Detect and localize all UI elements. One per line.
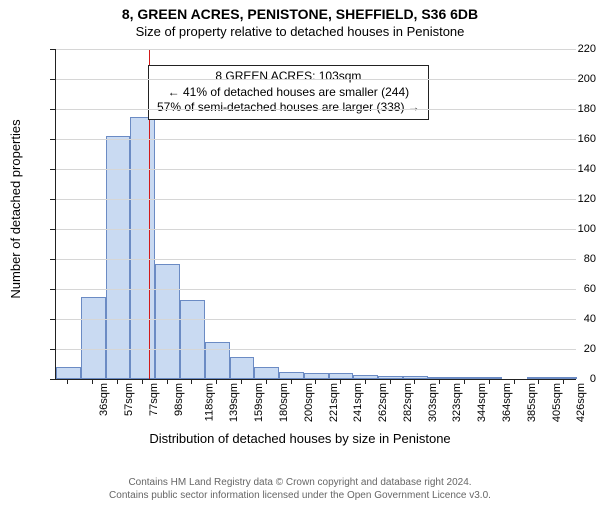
x-tick-label: 159sqm	[253, 383, 265, 422]
x-tick-label: 180sqm	[278, 383, 290, 422]
x-tick-label: 344sqm	[476, 383, 488, 422]
x-tick-label: 200sqm	[303, 383, 315, 422]
chart-container: Number of detached properties 8 GREEN AC…	[0, 39, 600, 449]
x-tick-label: 262sqm	[377, 383, 389, 422]
histogram-bar	[453, 377, 478, 379]
histogram-bar	[254, 367, 279, 379]
x-tick-label: 282sqm	[402, 383, 414, 422]
annotation-line-3: 57% of semi-detached houses are larger (…	[157, 100, 420, 116]
y-tick-label: 180	[546, 103, 596, 115]
annotation-line-1: 8 GREEN ACRES: 103sqm	[157, 69, 420, 85]
x-tick-label: 118sqm	[203, 383, 215, 421]
x-tick-label: 323sqm	[452, 383, 464, 422]
footer-line-2: Contains public sector information licen…	[0, 489, 600, 502]
x-tick-label: 221sqm	[328, 383, 340, 422]
histogram-bar	[205, 342, 230, 380]
y-tick-label: 20	[546, 343, 596, 355]
x-tick-label: 405sqm	[551, 383, 563, 422]
y-tick-label: 140	[546, 163, 596, 175]
footer-line-1: Contains HM Land Registry data © Crown c…	[0, 476, 600, 489]
x-tick-label: 426sqm	[576, 383, 588, 422]
histogram-bar	[130, 117, 155, 380]
y-tick-label: 40	[546, 313, 596, 325]
x-tick-label: 364sqm	[501, 383, 513, 422]
histogram-bar	[230, 357, 255, 380]
y-tick-label: 120	[546, 193, 596, 205]
histogram-bar	[477, 377, 502, 379]
histogram-bar	[279, 372, 304, 380]
histogram-bar	[304, 373, 329, 379]
y-tick-label: 160	[546, 133, 596, 145]
x-tick-label: 98sqm	[173, 383, 185, 416]
plot-area: 8 GREEN ACRES: 103sqm ← 41% of detached …	[55, 49, 576, 380]
y-tick-label: 200	[546, 73, 596, 85]
histogram-bar	[56, 367, 81, 379]
x-tick-label: 303sqm	[427, 383, 439, 422]
y-tick-label: 80	[546, 253, 596, 265]
histogram-bar	[106, 136, 131, 379]
histogram-bar	[329, 373, 354, 379]
histogram-bar	[403, 376, 428, 379]
y-tick-label: 220	[546, 43, 596, 55]
x-tick-label: 57sqm	[123, 383, 135, 416]
page-subtitle: Size of property relative to detached ho…	[0, 24, 600, 39]
footer: Contains HM Land Registry data © Crown c…	[0, 476, 600, 502]
y-tick-label: 100	[546, 223, 596, 235]
annotation-line-2: ← 41% of detached houses are smaller (24…	[157, 85, 420, 101]
x-tick-label: 36sqm	[98, 383, 110, 416]
histogram-bar	[180, 300, 205, 380]
page-title: 8, GREEN ACRES, PENISTONE, SHEFFIELD, S3…	[0, 6, 600, 22]
x-tick-label: 241sqm	[352, 383, 364, 422]
y-axis-label: Number of detached properties	[8, 119, 23, 298]
histogram-bar	[428, 377, 453, 379]
x-tick-label: 77sqm	[148, 383, 160, 416]
x-tick-label: 139sqm	[228, 383, 240, 422]
histogram-bar	[81, 297, 106, 380]
x-axis-label: Distribution of detached houses by size …	[0, 431, 600, 446]
histogram-bar	[353, 375, 378, 380]
x-tick-label: 385sqm	[526, 383, 538, 422]
histogram-bar	[155, 264, 180, 380]
annotation-box: 8 GREEN ACRES: 103sqm ← 41% of detached …	[148, 65, 429, 120]
y-tick-label: 60	[546, 283, 596, 295]
